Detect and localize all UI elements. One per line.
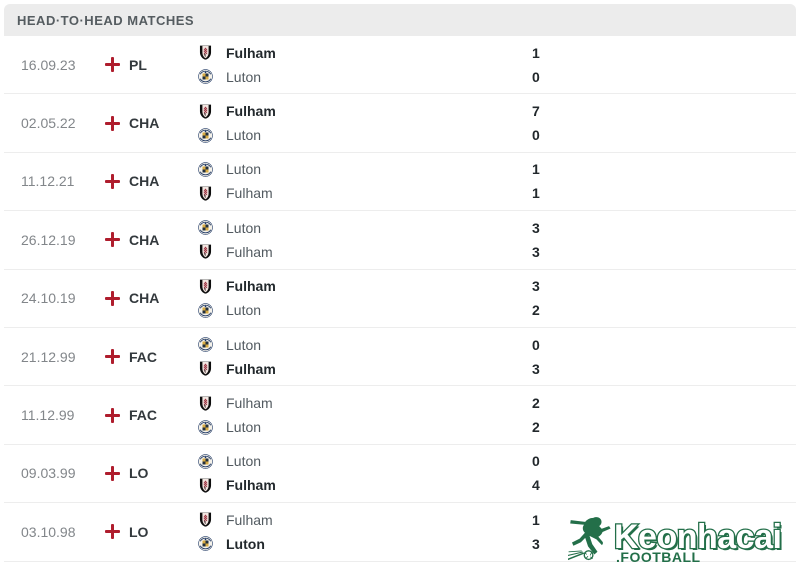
svg-text:.FOOTBALL: .FOOTBALL	[616, 549, 701, 565]
